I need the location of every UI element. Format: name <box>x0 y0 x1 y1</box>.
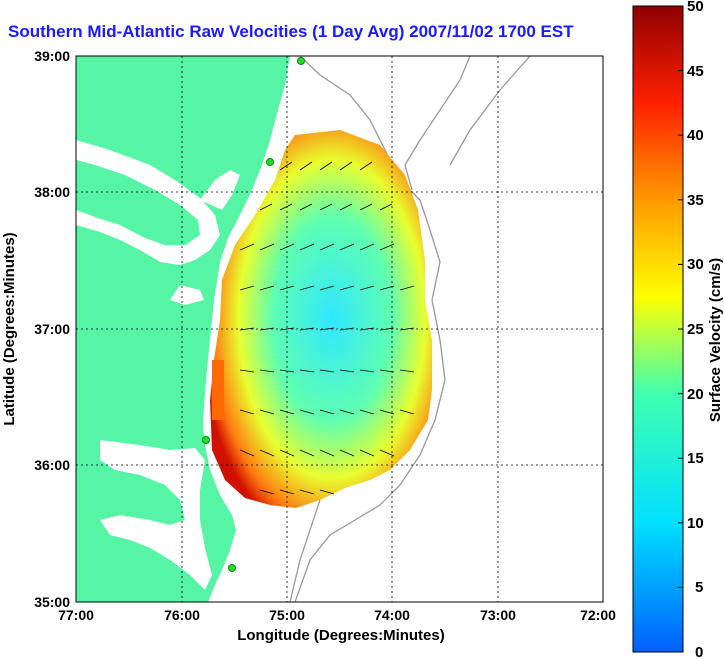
map-title: Southern Mid-Atlantic Raw Velocities (1 … <box>8 22 574 41</box>
x-tick-label: 77:00 <box>58 607 94 623</box>
colorbar-tick: 30 <box>687 256 704 273</box>
station-marker <box>202 436 210 444</box>
y-tick-label: 39:00 <box>34 48 70 64</box>
x-axis-label: Longitude (Degrees:Minutes) <box>237 627 445 644</box>
bathymetry-contours <box>289 56 531 602</box>
radar-stations <box>202 57 305 572</box>
y-axis-label: Latitude (Degrees:Minutes) <box>1 232 18 425</box>
station-marker <box>297 57 305 65</box>
y-tick-label: 37:00 <box>34 321 70 337</box>
x-tick-label: 75:00 <box>269 607 305 623</box>
y-tick-label: 38:00 <box>34 184 70 200</box>
x-tick-label: 76:00 <box>164 607 200 623</box>
x-tick-label: 72:00 <box>580 607 616 623</box>
chesapeake-bay <box>76 140 220 265</box>
station-marker <box>228 564 236 572</box>
pamlico-sound <box>100 440 212 590</box>
colorbar-tick: 40 <box>687 127 704 144</box>
colorbar-tick: 0 <box>695 644 703 659</box>
colorbar-label: Surface Velocity (cm/s) <box>707 258 724 422</box>
map-grid <box>76 56 603 602</box>
colorbar <box>632 5 684 653</box>
velocity-field <box>210 130 432 508</box>
colorbar-tick: 15 <box>687 450 704 467</box>
colorbar-tick: 5 <box>695 579 703 596</box>
x-tick-label: 74:00 <box>374 607 410 623</box>
colorbar-tick: 20 <box>687 386 704 403</box>
colorbar-tick: 10 <box>687 515 704 532</box>
colorbar-tick: 50 <box>687 0 704 15</box>
plot-frame <box>75 55 604 603</box>
colorbar-tick: 45 <box>687 63 704 80</box>
colorbar-tick: 35 <box>687 192 704 209</box>
colorbar-tick: 25 <box>687 321 704 338</box>
x-tick-label: 73:00 <box>480 607 516 623</box>
station-marker <box>266 158 274 166</box>
y-tick-label: 35:00 <box>34 594 70 610</box>
y-tick-label: 36:00 <box>34 457 70 473</box>
